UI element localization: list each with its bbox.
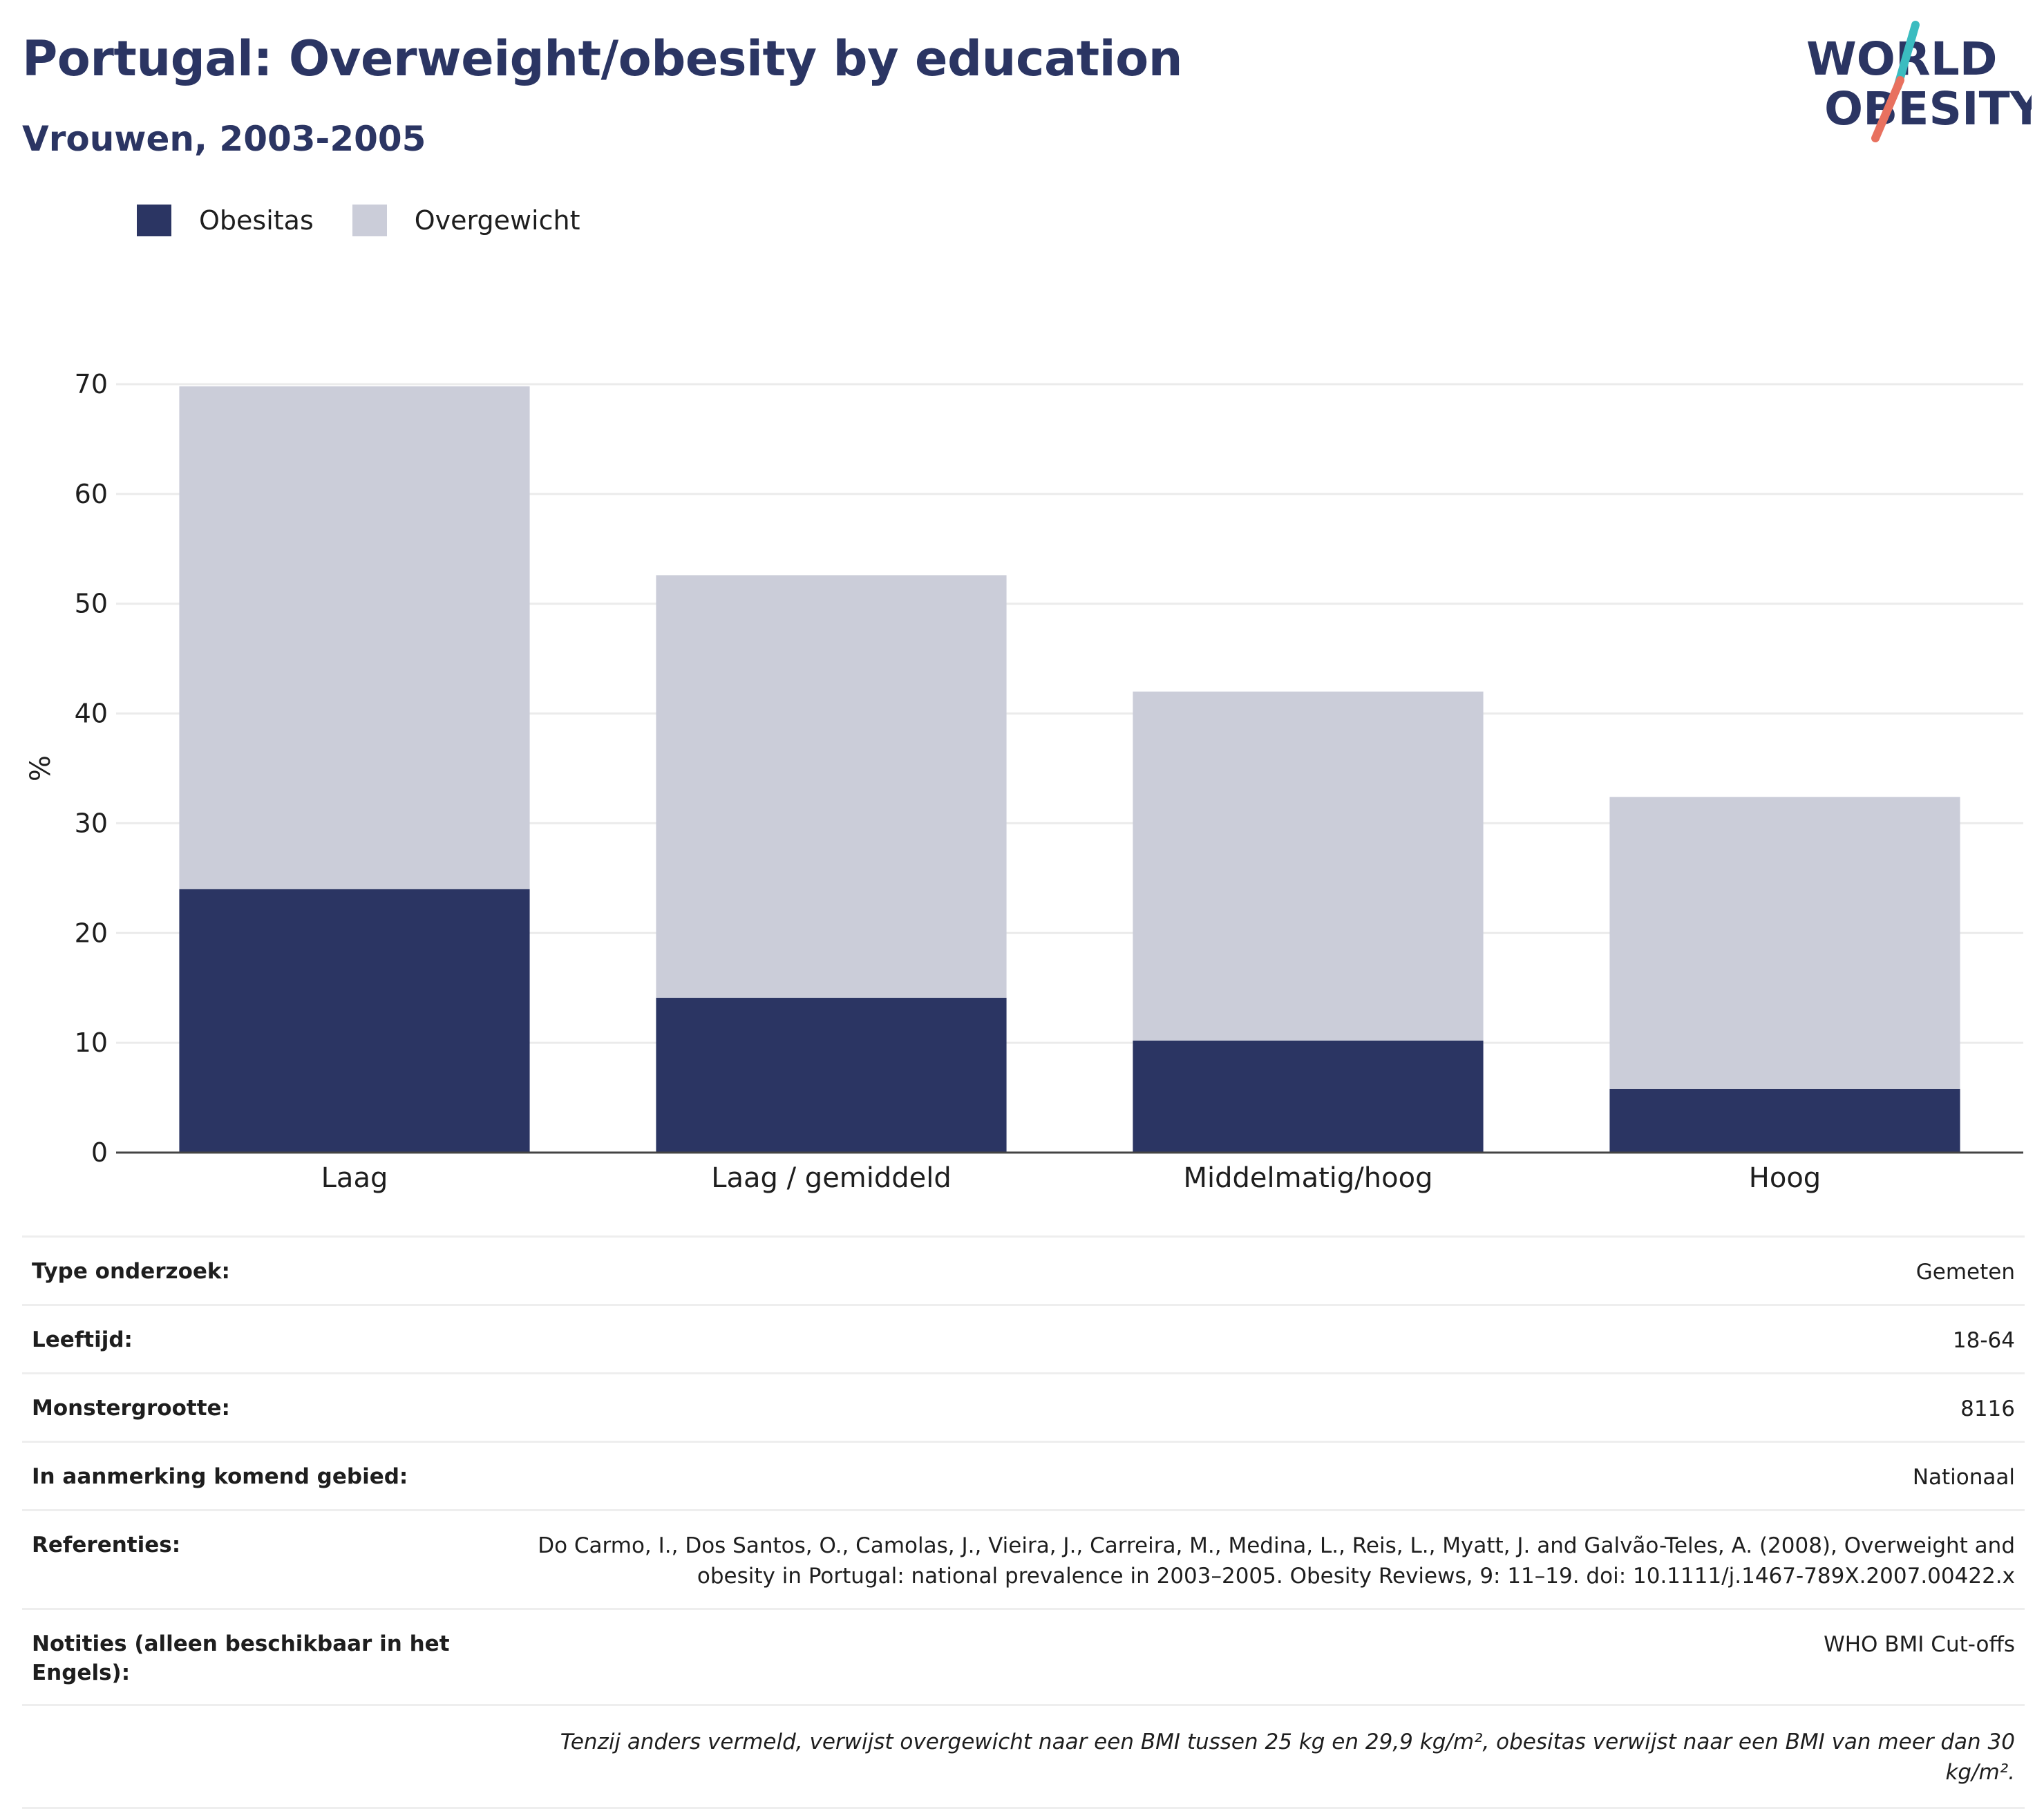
info-value: Do Carmo, I., Dos Santos, O., Camolas, J… <box>538 1533 2015 1589</box>
info-value: 8116 <box>1960 1396 2015 1421</box>
info-row-sample-size: Monstergrootte: 8116 <box>22 1372 2025 1441</box>
x-tick-label: Hoog <box>1749 1162 1821 1194</box>
bar-overgewicht-4 <box>1609 797 1960 1089</box>
info-value: Gemeten <box>1915 1260 2015 1285</box>
page-subtitle: Vrouwen, 2003-2005 <box>22 119 426 159</box>
info-row-notes: Notities (alleen beschikbaar in het Enge… <box>22 1608 2025 1704</box>
info-row-age: Leeftijd: 18-64 <box>22 1304 2025 1372</box>
y-tick-label: 50 <box>75 589 108 619</box>
page-title: Portugal: Overweight/obesity by educatio… <box>22 30 1183 87</box>
bar-overgewicht-1 <box>179 386 530 889</box>
bar-overgewicht-3 <box>1133 691 1484 1041</box>
y-axis-label: % <box>25 755 57 782</box>
info-label: Monstergrootte: <box>32 1396 230 1421</box>
info-footnote-row: Tenzij anders vermeld, verwijst overgewi… <box>22 1704 2025 1809</box>
info-row-references: Referenties: Do Carmo, I., Dos Santos, O… <box>22 1509 2025 1608</box>
legend-label-overgewicht: Overgewicht <box>414 205 580 236</box>
info-value: WHO BMI Cut-offs <box>1824 1632 2015 1657</box>
stacked-bar-chart: 0 10 20 30 40 50 60 70% Laag Laag / gemiddeld Midd… <box>25 369 2023 1194</box>
info-label: Referenties: <box>32 1533 181 1557</box>
bar-obesitas-1 <box>179 889 530 1153</box>
logo-slash-bottom <box>1871 76 1904 142</box>
legend-swatch-obesitas <box>137 205 171 236</box>
logo-line-2: OBESITY <box>1824 82 2032 135</box>
footnote: Tenzij anders vermeld, verwijst overgewi… <box>560 1730 2015 1785</box>
y-tick-label: 70 <box>75 369 108 399</box>
info-label: Notities (alleen beschikbaar in het Enge… <box>32 1631 450 1685</box>
legend-swatch-overgewicht <box>352 205 387 236</box>
info-value: Nationaal <box>1912 1465 2015 1490</box>
bar-obesitas-4 <box>1609 1088 1960 1153</box>
info-label: Type onderzoek: <box>32 1259 230 1284</box>
info-label: Leeftijd: <box>32 1327 133 1352</box>
info-row-type: Type onderzoek: Gemeten <box>22 1235 2025 1304</box>
x-tick-label: Middelmatig/hoog <box>1184 1162 1433 1194</box>
legend-label-obesitas: Obesitas <box>199 205 314 236</box>
y-tick-label: 40 <box>75 699 108 729</box>
y-tick-label: 30 <box>75 808 108 838</box>
bar-obesitas-3 <box>1133 1040 1484 1153</box>
info-table: Type onderzoek: Gemeten Leeftijd: 18-64 … <box>22 1235 2025 1809</box>
chart-legend: Obesitas Overgewicht <box>137 205 619 236</box>
y-tick-label: 20 <box>75 918 108 948</box>
legend-item-obesitas[interactable]: Obesitas <box>137 205 314 236</box>
world-obesity-logo: WORLD OBESITY <box>1806 21 2032 142</box>
y-tick-label: 60 <box>75 479 108 509</box>
bar-obesitas-2 <box>656 998 1007 1153</box>
legend-item-overgewicht[interactable]: Overgewicht <box>352 205 580 236</box>
y-tick-label: 0 <box>91 1137 108 1168</box>
x-tick-label: Laag / gemiddeld <box>711 1162 952 1194</box>
info-label: In aanmerking komend gebied: <box>32 1464 408 1489</box>
y-tick-label: 10 <box>75 1027 108 1058</box>
info-row-area: In aanmerking komend gebied: Nationaal <box>22 1441 2025 1509</box>
info-value: 18-64 <box>1952 1328 2015 1353</box>
bar-overgewicht-2 <box>656 575 1007 998</box>
x-tick-label: Laag <box>321 1162 388 1194</box>
